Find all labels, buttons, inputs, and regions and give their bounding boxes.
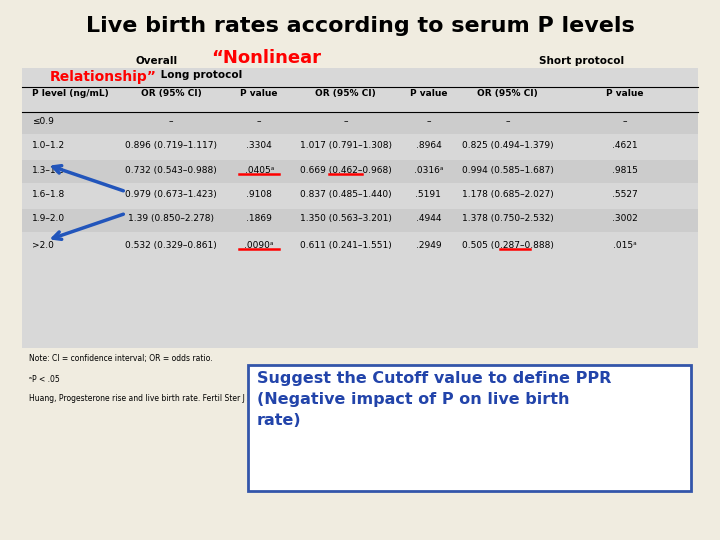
Text: .4621: .4621 <box>612 141 637 151</box>
Text: .2949: .2949 <box>415 241 441 251</box>
Text: 1.3–1.5: 1.3–1.5 <box>32 166 66 175</box>
Text: Relationship”: Relationship” <box>50 70 157 84</box>
Text: .015ᵃ: .015ᵃ <box>613 241 636 251</box>
Text: >2.0: >2.0 <box>32 241 54 251</box>
Text: P value: P value <box>606 89 644 98</box>
Text: 0.505 (0.287–0.888): 0.505 (0.287–0.888) <box>462 241 554 251</box>
Text: Live birth rates according to serum P levels: Live birth rates according to serum P le… <box>86 16 634 36</box>
Text: 0.732 (0.543–0.988): 0.732 (0.543–0.988) <box>125 166 217 175</box>
Text: 1.017 (0.791–1.308): 1.017 (0.791–1.308) <box>300 141 392 151</box>
Text: 1.39 (0.850–2.278): 1.39 (0.850–2.278) <box>128 214 214 224</box>
Text: .5527: .5527 <box>612 190 637 199</box>
Text: 0.825 (0.494–1.379): 0.825 (0.494–1.379) <box>462 141 554 151</box>
Text: 0.611 (0.241–1.551): 0.611 (0.241–1.551) <box>300 241 392 251</box>
Text: 1.0–1.2: 1.0–1.2 <box>32 141 66 151</box>
Text: .4944: .4944 <box>415 214 441 224</box>
Text: Huang, Progesterone rise and live birth rate. Fertil Ster J 2012.: Huang, Progesterone rise and live birth … <box>29 394 269 403</box>
Text: Suggest the Cutoff value to define PPR
(Negative impact of P on live birth
rate): Suggest the Cutoff value to define PPR (… <box>257 371 611 428</box>
FancyBboxPatch shape <box>248 364 691 491</box>
Text: 1.178 (0.685–2.027): 1.178 (0.685–2.027) <box>462 190 554 199</box>
Text: OR (95% CI): OR (95% CI) <box>315 89 376 98</box>
FancyBboxPatch shape <box>22 136 698 159</box>
Text: –: – <box>426 117 431 126</box>
Text: –: – <box>343 117 348 126</box>
FancyBboxPatch shape <box>22 160 698 183</box>
Text: 1.350 (0.563–3.201): 1.350 (0.563–3.201) <box>300 214 392 224</box>
Text: 0.669 (0.462–0.968): 0.669 (0.462–0.968) <box>300 166 392 175</box>
Text: .3002: .3002 <box>612 214 637 224</box>
Text: .1869: .1869 <box>246 214 272 224</box>
FancyBboxPatch shape <box>22 68 698 348</box>
FancyBboxPatch shape <box>22 209 698 232</box>
Text: .0405ᵃ: .0405ᵃ <box>245 166 274 175</box>
FancyBboxPatch shape <box>22 185 698 207</box>
Text: 1.6–1.8: 1.6–1.8 <box>32 190 66 199</box>
Text: “Nonlinear: “Nonlinear <box>212 49 321 66</box>
Text: .9108: .9108 <box>246 190 272 199</box>
Text: –: – <box>257 117 261 126</box>
Text: 1.9–2.0: 1.9–2.0 <box>32 214 66 224</box>
Text: ᵃP < .05: ᵃP < .05 <box>29 375 60 384</box>
Text: 1.378 (0.750–2.532): 1.378 (0.750–2.532) <box>462 214 554 224</box>
Text: .0316ᵃ: .0316ᵃ <box>414 166 443 175</box>
Text: 0.896 (0.719–1.117): 0.896 (0.719–1.117) <box>125 141 217 151</box>
Text: 0.837 (0.485–1.440): 0.837 (0.485–1.440) <box>300 190 392 199</box>
Text: .8964: .8964 <box>415 141 441 151</box>
Text: –: – <box>622 117 627 126</box>
FancyBboxPatch shape <box>22 236 698 259</box>
Text: Long protocol: Long protocol <box>157 70 242 80</box>
Text: P value: P value <box>240 89 278 98</box>
Text: –: – <box>168 117 174 126</box>
Text: OR (95% CI): OR (95% CI) <box>140 89 202 98</box>
Text: Overall: Overall <box>135 56 178 66</box>
Text: Short protocol: Short protocol <box>539 56 624 66</box>
Text: 0.994 (0.585–1.687): 0.994 (0.585–1.687) <box>462 166 554 175</box>
Text: P value: P value <box>410 89 447 98</box>
Text: .3304: .3304 <box>246 141 272 151</box>
Text: .5191: .5191 <box>415 190 441 199</box>
Text: 0.979 (0.673–1.423): 0.979 (0.673–1.423) <box>125 190 217 199</box>
Text: Note: CI = confidence interval; OR = odds ratio.: Note: CI = confidence interval; OR = odd… <box>29 354 212 363</box>
Text: .9815: .9815 <box>612 166 637 175</box>
FancyBboxPatch shape <box>22 112 698 134</box>
Text: ≤0.9: ≤0.9 <box>32 117 54 126</box>
Text: P level (ng/mL): P level (ng/mL) <box>32 89 109 98</box>
Text: .0090ᵃ: .0090ᵃ <box>245 241 274 251</box>
Text: OR (95% CI): OR (95% CI) <box>477 89 538 98</box>
Text: –: – <box>505 117 510 126</box>
Text: 0.532 (0.329–0.861): 0.532 (0.329–0.861) <box>125 241 217 251</box>
